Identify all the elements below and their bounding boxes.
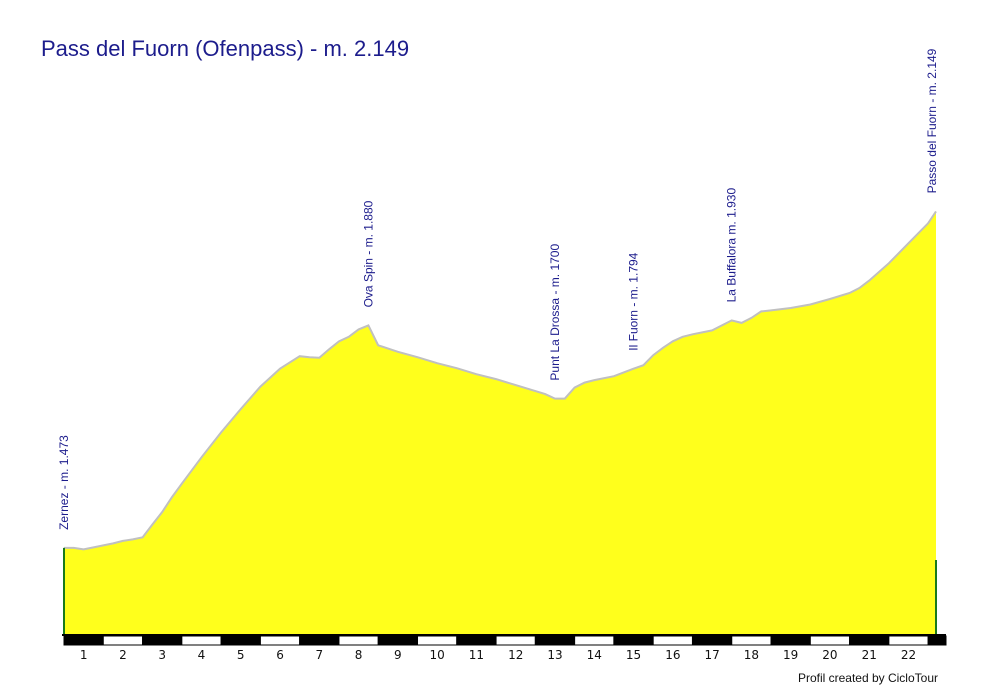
x-tick-label: 3 (158, 648, 166, 662)
waypoint-label: Punt La Drossa - m. 1700 (548, 244, 562, 381)
x-tick-label: 13 (547, 648, 562, 662)
axis-km-segment (220, 635, 261, 646)
axis-km-segment (456, 635, 497, 646)
distance-axis: 1 2 3 4 5 6 7 8 9 10 11 12 13 14 15 16 17 18 19 20 21 22 (62, 634, 947, 662)
axis-km-segment (534, 635, 576, 646)
axis-km-segment (102, 635, 144, 646)
axis-km-segment (888, 635, 929, 646)
x-tick-label: 6 (276, 648, 284, 662)
x-tick-label: 2 (119, 648, 127, 662)
waypoint-label: Ova Spin - m. 1.880 (361, 200, 375, 307)
x-tick-label: 16 (665, 648, 680, 662)
axis-km-segment (849, 635, 890, 646)
axis-km-segment (927, 635, 947, 646)
chart-credit: Profil created by CicloTour (797, 671, 938, 685)
waypoint-label: Il Fuorn - m. 1.794 (627, 252, 641, 350)
profile-area-layer (63, 210, 937, 634)
axis-km-segment (142, 635, 183, 646)
x-tick-label: 4 (198, 648, 206, 662)
axis-km-segment (652, 635, 693, 646)
x-tick-label: 12 (508, 648, 523, 662)
page-title: Pass del Fuorn (Ofenpass) - m. 2.149 (41, 36, 410, 61)
x-tick-label: 10 (430, 648, 445, 662)
x-tick-label: 21 (862, 648, 877, 662)
axis-km-segment (377, 635, 419, 646)
axis-km-segment (613, 635, 654, 646)
axis-km-segment (299, 635, 340, 646)
axis-km-segment (63, 635, 104, 646)
axis-km-segment (691, 635, 733, 646)
x-tick-label: 1 (80, 648, 88, 662)
x-tick-label: 19 (783, 648, 798, 662)
axis-km-segment (338, 635, 379, 646)
elevation-outline (64, 210, 937, 551)
waypoint-labels: Zernez - m. 1.473 Ova Spin - m. 1.880 Punt… (57, 48, 939, 530)
x-tick-label: 9 (394, 648, 402, 662)
x-tick-label: 15 (626, 648, 641, 662)
x-tick-label: 18 (744, 648, 759, 662)
x-tick-label: 20 (822, 648, 837, 662)
axis-km-segment (809, 635, 851, 646)
axis-km-segment (731, 635, 772, 646)
axis-km-segment (574, 635, 615, 646)
x-tick-label: 22 (901, 648, 916, 662)
x-tick-label: 14 (587, 648, 602, 662)
x-tick-label: 11 (469, 648, 484, 662)
elevation-area (64, 211, 936, 634)
waypoint-label: La Buffalora m. 1.930 (725, 188, 739, 303)
axis-km-segment (770, 635, 811, 646)
x-tick-label: 8 (355, 648, 363, 662)
axis-km-segment (259, 635, 301, 646)
x-tick-label: 7 (315, 648, 323, 662)
x-tick-label: 17 (704, 648, 719, 662)
x-tick-label: 5 (237, 648, 245, 662)
axis-km-segment (495, 635, 536, 646)
waypoint-label: Passo del Fuorn - m. 2.149 (925, 48, 939, 193)
axis-km-segment (181, 635, 222, 646)
axis-km-segment (417, 635, 458, 646)
waypoint-label: Zernez - m. 1.473 (57, 435, 71, 530)
